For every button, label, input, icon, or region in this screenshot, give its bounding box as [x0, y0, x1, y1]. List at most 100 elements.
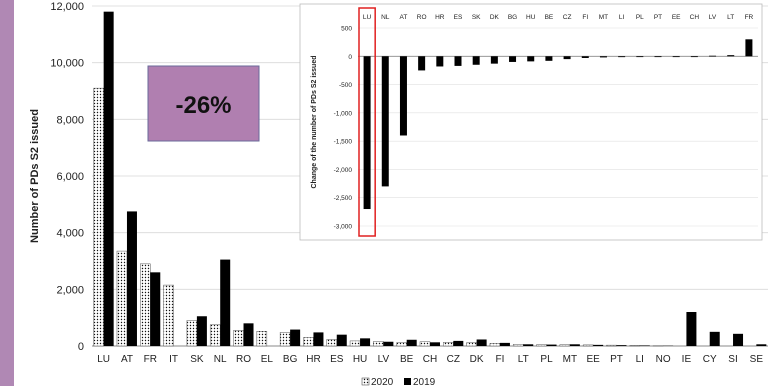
main-x-tick-label: BE — [400, 354, 414, 365]
main-bar-2020-LU — [93, 87, 104, 347]
inset-bar-LI — [618, 56, 626, 58]
inset-x-tick-label: BG — [508, 14, 517, 21]
main-y-tick-label: 12,000 — [50, 1, 84, 13]
main-bar-2020-AT — [116, 250, 128, 347]
main-y-tick-label: 0 — [78, 341, 84, 353]
inset-y-axis-label: Change of the number of PDs S2 issued — [311, 55, 318, 188]
inset-x-tick-label: FI — [582, 14, 588, 21]
main-bar-2019-SE — [756, 344, 767, 346]
main-x-tick-label: IT — [169, 354, 178, 365]
main-y-tick-label: 2,000 — [56, 284, 84, 296]
inset-x-tick-label: HR — [435, 14, 445, 21]
inset-bar-FR — [745, 39, 753, 57]
main-bar-2019-MT — [569, 344, 580, 346]
inset-x-tick-label: LV — [709, 14, 717, 21]
inset-x-tick-label: LI — [619, 14, 625, 21]
main-bar-2020-LT — [512, 344, 524, 347]
main-bar-2019-CZ — [453, 340, 464, 346]
inset-x-tick-label: LT — [727, 14, 734, 21]
main-bar-2019-EE — [593, 344, 604, 346]
main-bar-2019-CY — [709, 331, 720, 346]
inset-x-tick-label: PT — [654, 14, 662, 21]
main-bar-2019-HU — [360, 338, 371, 346]
main-x-tick-label: FI — [495, 354, 504, 365]
main-x-tick-label: SI — [728, 354, 737, 365]
main-x-tick-label: CZ — [447, 354, 460, 365]
inset-bar-RO — [418, 56, 426, 71]
main-bar-2019-PL — [546, 344, 557, 346]
main-bars — [93, 11, 767, 347]
main-bar-2020-FI — [489, 343, 501, 347]
main-bar-2020-HR — [303, 337, 314, 347]
inset-bar-LV — [709, 55, 717, 57]
main-x-tick-label: HR — [306, 354, 320, 365]
inset-bar-BE — [545, 56, 553, 61]
main-x-tick-label: LV — [378, 354, 390, 365]
inset-bar-PT — [654, 56, 662, 58]
main-x-tick-label: RO — [236, 354, 251, 365]
inset-bar-SK — [472, 56, 480, 65]
main-bar-2020-PL — [536, 344, 547, 347]
main-bar-2019-LV — [383, 341, 394, 346]
inset-x-tick-label: RO — [417, 14, 427, 21]
main-bar-2020-BG — [279, 332, 291, 347]
reduction-annotation: -26% — [147, 65, 260, 142]
legend-swatch-2019 — [404, 378, 411, 385]
legend-label-2019: 2019 — [413, 377, 436, 386]
main-bar-2020-CZ — [443, 342, 454, 347]
main-x-axis: LU AT FR IT SK NL RO EL BG HR ES HU LV BE CH CZ DK FI LT PL… — [97, 354, 763, 365]
inset-x-tick-label: PL — [636, 14, 644, 21]
main-x-tick-label: FR — [144, 354, 157, 365]
inset-bars — [363, 39, 753, 210]
inset-bar-ES — [454, 56, 462, 66]
main-x-tick-label: PT — [610, 354, 623, 365]
inset-y-tick-label: -2,000 — [334, 167, 353, 174]
reduction-annotation-text: -26% — [175, 92, 231, 119]
main-bar-2020-PT — [606, 344, 617, 347]
main-bar-2020-EE — [582, 344, 594, 347]
main-bar-2019-PT — [616, 345, 627, 346]
main-bar-2019-LI — [639, 345, 650, 346]
main-bar-2019-LT — [523, 344, 534, 346]
main-bar-2020-MT — [559, 344, 571, 347]
legend-swatch-2020 — [361, 377, 370, 386]
inset-x-tick-label: LU — [363, 14, 372, 21]
inset-bar-CH — [690, 56, 698, 58]
main-x-tick-label: CY — [703, 354, 717, 365]
inset-x-tick-label: ES — [454, 14, 463, 21]
main-x-tick-label: HU — [353, 354, 367, 365]
main-bar-2020-FR — [140, 263, 151, 347]
main-bar-2019-FI — [499, 342, 510, 346]
main-x-tick-label: AT — [121, 354, 133, 365]
main-bar-2019-CH — [430, 342, 440, 346]
main-y-axis: 0 2,000 4,000 6,000 8,000 10,000 12,000 — [50, 1, 84, 353]
main-bar-2019-RO — [243, 323, 254, 346]
inset-x-tick-label: BE — [545, 14, 554, 21]
main-x-tick-label: IE — [682, 354, 692, 365]
main-bar-2019-ES — [336, 334, 347, 346]
main-x-tick-label: NO — [656, 354, 671, 365]
inset-x-tick-label: FR — [745, 14, 754, 21]
main-x-tick-label: CH — [423, 354, 437, 365]
main-bar-2019-BE — [406, 339, 417, 346]
main-x-tick-label: EE — [587, 354, 601, 365]
main-x-tick-label: BG — [283, 354, 298, 365]
inset-bar-LT — [727, 55, 735, 57]
inset-y-tick-label: -1,500 — [334, 139, 353, 146]
main-bar-2020-DK — [466, 342, 477, 347]
main-bar-2020-ES — [326, 339, 338, 347]
inset-bar-BG — [509, 56, 517, 62]
main-y-tick-label: 10,000 — [50, 58, 84, 70]
main-bar-2019-IE — [686, 312, 697, 346]
main-bar-2020-RO — [233, 330, 244, 347]
main-bar-2019-DK — [476, 339, 487, 346]
inset-bar-MT — [599, 56, 607, 58]
main-bar-2019-HR — [313, 332, 324, 346]
inset-bar-AT — [399, 56, 407, 136]
inset-y-tick-label: -2,500 — [334, 195, 353, 202]
main-bar-2020-BE — [396, 342, 407, 347]
main-x-tick-label: LU — [97, 354, 110, 365]
inset-bar-EE — [672, 56, 680, 58]
main-bar-2020-HU — [349, 340, 361, 347]
